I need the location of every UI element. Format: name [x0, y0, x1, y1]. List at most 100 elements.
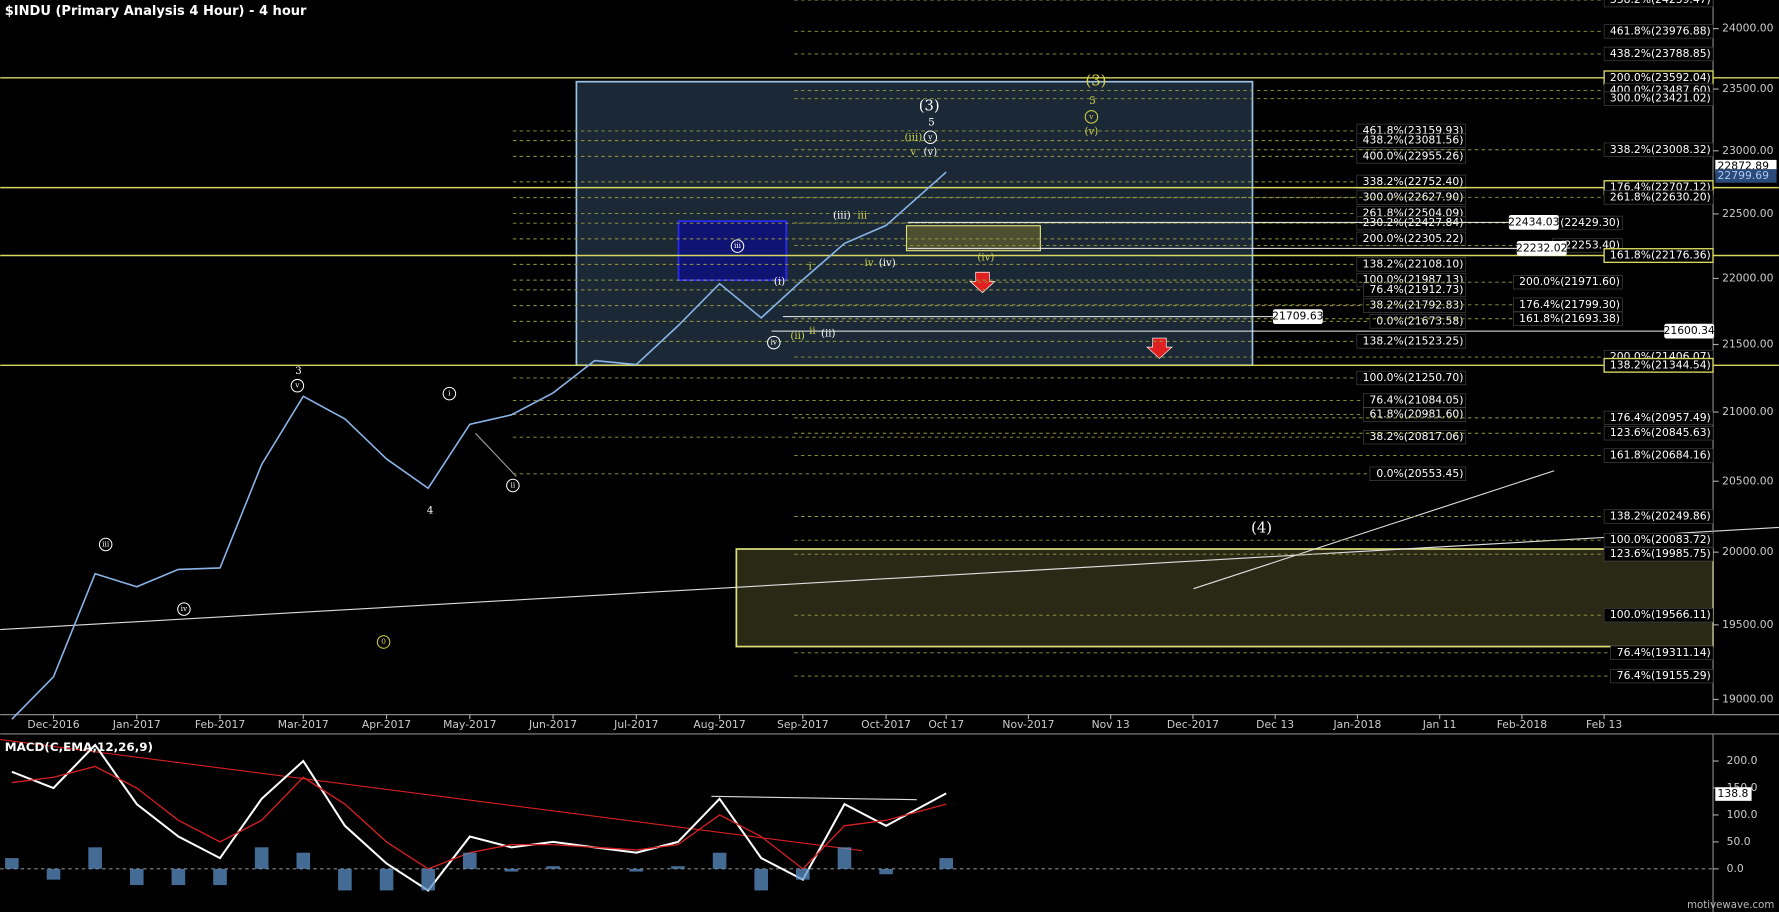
y-tick-label: 50.0 — [1727, 835, 1751, 848]
fib-label-box — [1356, 149, 1467, 164]
fib-label-box — [1603, 509, 1714, 524]
x-tick-label: Aug-2017 — [693, 718, 745, 731]
histogram-bar — [879, 868, 893, 875]
fib-label: 0.0%(20553.45) — [1376, 467, 1463, 480]
fib-label-box — [1356, 133, 1467, 148]
wave-label: ii — [809, 326, 816, 337]
histogram-bar — [546, 866, 560, 869]
fib-label: 76.4%(19155.29) — [1617, 669, 1711, 682]
fib-label-box — [1603, 91, 1714, 106]
y-tick-label: 19000.00 — [1722, 692, 1774, 705]
wave-circle — [442, 386, 457, 401]
wave-label: (v) — [1085, 126, 1099, 138]
fib-label: 176.4%(20957.49) — [1610, 411, 1711, 424]
price-tag: 22434.03 — [1508, 215, 1559, 228]
histogram-bar — [939, 858, 954, 869]
fib-label: 338.2%(24239.47) — [1610, 0, 1711, 6]
fib-label: 161.8%(21693.38) — [1519, 312, 1620, 325]
histogram-bar — [213, 868, 227, 886]
fib-label-box — [1603, 533, 1714, 548]
wave-label: (3) — [1086, 73, 1107, 90]
fib-label: (22429.30) — [1560, 216, 1620, 229]
y-tick-label: 20000.00 — [1722, 545, 1774, 558]
y-tick-label: 23500.00 — [1722, 82, 1774, 95]
fib-label-box — [1603, 357, 1714, 373]
wave-label: v — [927, 132, 933, 141]
fib-label: 300.0%(23421.02) — [1610, 92, 1711, 105]
wave-label: v — [294, 381, 300, 390]
fib-label: 100.0%(21250.70) — [1363, 371, 1464, 384]
fib-label: 200.0%(21971.60) — [1519, 275, 1620, 288]
down-arrow — [969, 271, 996, 294]
y-tick-label: 22000.00 — [1722, 271, 1774, 284]
wave-label: (iv) — [879, 257, 896, 269]
histogram-bar — [796, 868, 810, 880]
y-tick-label: 0.0 — [1727, 862, 1744, 875]
x-tick-label: Nov 13 — [1092, 718, 1130, 731]
wave-label: 3 — [295, 366, 301, 377]
x-tick-label: Feb-2017 — [195, 718, 245, 731]
fib-label-box — [1363, 430, 1467, 445]
x-tick-label: Jul-2017 — [613, 718, 658, 731]
price-tag: 22232.02 — [1516, 241, 1567, 254]
x-tick-label: Dec-2016 — [27, 718, 79, 731]
axis-tag: 22799.69 — [1718, 169, 1770, 182]
histogram-bar — [46, 868, 61, 880]
histogram-bar — [837, 847, 852, 869]
trend-line — [475, 432, 517, 477]
fib-label-box — [1356, 370, 1467, 386]
fib-label: 123.6%(19985.75) — [1610, 547, 1711, 560]
fib-label-box — [1369, 314, 1467, 329]
fib-label: 161.8%(22176.36) — [1610, 249, 1711, 262]
histogram-bar — [171, 868, 186, 886]
histogram-bar — [338, 868, 352, 891]
wave-iv-zone — [905, 225, 1041, 252]
fib-label: 400.0%(22955.26) — [1363, 149, 1464, 162]
fib-label-box — [1603, 547, 1714, 562]
y-tick-label: 23000.00 — [1722, 144, 1774, 157]
histogram-bar — [754, 868, 769, 891]
y-tick-label: 19500.00 — [1722, 618, 1774, 631]
fib-label: 300.0%(22627.90) — [1363, 191, 1464, 204]
fib-label: 161.8%(20684.16) — [1610, 449, 1711, 462]
axis-tag-box — [1715, 787, 1752, 801]
fib-label: 138.2%(22108.10) — [1363, 257, 1464, 270]
wave-label: iv — [181, 604, 188, 613]
x-tick-label: Nov-2017 — [1002, 718, 1054, 731]
histogram-bar — [504, 868, 519, 872]
wave-zone — [677, 220, 788, 282]
support-zone — [735, 548, 1714, 648]
fib-label-box — [1356, 231, 1467, 247]
x-tick-label: Sep-2017 — [777, 718, 829, 731]
x-tick-label: Oct 17 — [928, 718, 964, 731]
y-tick-label: 21000.00 — [1722, 405, 1774, 418]
histogram-bar — [379, 868, 394, 891]
fib-label-box — [1603, 0, 1714, 8]
histogram-bar — [296, 852, 311, 869]
y-tick-label: 21500.00 — [1722, 337, 1774, 350]
histogram-bar — [254, 847, 269, 869]
wave-label: i — [448, 389, 451, 398]
wave-label: 5 — [928, 118, 934, 129]
wave-label: 0 — [381, 637, 386, 646]
wave-label: v — [909, 147, 916, 158]
fib-label: 76.4%(21084.05) — [1370, 394, 1464, 407]
fib-label-box — [1610, 668, 1714, 684]
wave-label: (ii) — [821, 327, 835, 339]
fib-label: 176.4%(21799.30) — [1519, 298, 1620, 311]
fib-label-box — [1363, 282, 1467, 298]
y-tick-label: 200.0 — [1727, 754, 1758, 767]
wave-circle — [1084, 110, 1099, 124]
fib-label-box — [1610, 645, 1714, 660]
fib-label: 123.6%(20845.63) — [1610, 426, 1711, 439]
wave-label: i — [808, 262, 812, 273]
histogram-bar — [129, 868, 144, 886]
fib-label: 338.2%(22752.40) — [1363, 175, 1464, 188]
fib-label: 200.0%(23592.04) — [1610, 71, 1711, 84]
price-line — [11, 171, 947, 720]
price-tag: 21600.34 — [1664, 324, 1716, 337]
price-tag-box — [1664, 323, 1715, 339]
price-tag-box — [1508, 214, 1559, 230]
wave-circle — [98, 537, 113, 552]
wave-label: 5 — [1089, 96, 1095, 107]
